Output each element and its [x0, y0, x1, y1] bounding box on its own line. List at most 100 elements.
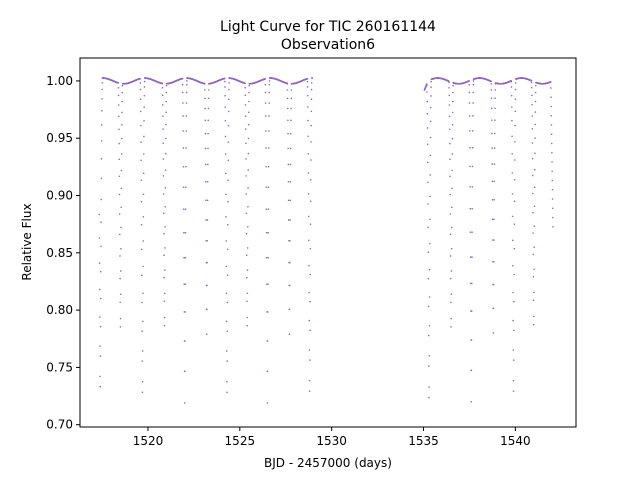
data-point — [451, 169, 453, 172]
data-point — [204, 119, 207, 122]
data-point — [490, 97, 493, 100]
data-point — [205, 333, 208, 335]
data-point — [469, 231, 472, 233]
data-point — [290, 97, 293, 100]
data-point — [448, 86, 450, 89]
data-point — [512, 359, 515, 361]
data-point — [493, 132, 496, 135]
data-point — [451, 111, 454, 114]
data-point — [139, 110, 142, 113]
data-point — [310, 98, 313, 100]
data-point — [511, 135, 513, 138]
data-point — [264, 102, 267, 104]
data-point — [288, 333, 291, 335]
data-point — [227, 200, 229, 203]
y-axis-ticks: 0.70 0.75 0.80 0.85 0.90 0.95 1.00 — [46, 74, 80, 432]
data-point — [531, 128, 534, 130]
data-point — [310, 82, 313, 84]
data-point — [165, 123, 167, 126]
data-point — [427, 277, 430, 280]
data-point — [207, 107, 210, 110]
data-point — [468, 91, 471, 94]
data-point — [184, 256, 187, 259]
data-point — [308, 319, 311, 322]
data-point — [164, 169, 167, 171]
y-tick-label: 0.95 — [46, 131, 73, 145]
data-point — [451, 137, 454, 140]
data-point — [206, 219, 209, 221]
data-point — [117, 104, 120, 106]
data-point — [531, 94, 533, 97]
data-point — [450, 317, 452, 320]
data-point — [551, 170, 553, 173]
data-point — [308, 239, 310, 242]
data-point — [99, 345, 101, 347]
data-point — [165, 100, 168, 103]
data-point — [245, 175, 247, 177]
data-point — [307, 106, 309, 108]
data-point — [265, 208, 268, 210]
data-point — [429, 120, 432, 123]
data-point — [512, 291, 514, 294]
data-point — [118, 175, 121, 178]
data-point — [185, 102, 188, 104]
data-point — [207, 97, 210, 100]
data-point — [469, 165, 471, 168]
data-point — [307, 215, 310, 218]
data-point — [161, 82, 164, 85]
data-point — [490, 80, 492, 83]
data-point — [286, 97, 289, 100]
data-point — [162, 104, 164, 106]
data-point — [430, 95, 432, 97]
y-axis-label: Relative Flux — [20, 203, 34, 280]
data-point — [224, 106, 227, 108]
data-point — [310, 141, 312, 143]
data-point — [264, 91, 267, 94]
data-point — [530, 79, 533, 82]
data-point — [426, 91, 428, 93]
data-point — [290, 89, 293, 91]
data-point — [532, 232, 534, 234]
data-point — [307, 135, 309, 138]
data-point — [141, 350, 144, 352]
data-point — [100, 140, 103, 142]
data-point — [532, 299, 535, 302]
data-point — [306, 77, 309, 80]
data-point — [452, 84, 454, 87]
data-point — [99, 316, 101, 318]
data-point — [183, 231, 185, 234]
data-point — [307, 172, 310, 174]
data-point — [100, 245, 102, 248]
data-point — [532, 211, 534, 214]
data-point — [247, 205, 249, 208]
data-point — [308, 349, 311, 351]
data-point — [450, 301, 452, 304]
data-point — [184, 370, 186, 373]
data-point — [532, 276, 535, 278]
data-point — [429, 242, 431, 245]
data-point — [245, 254, 248, 256]
data-point — [206, 284, 208, 287]
data-point — [142, 292, 144, 295]
data-point — [469, 207, 472, 210]
data-point — [428, 268, 431, 271]
data-point — [550, 105, 552, 108]
data-point — [430, 86, 432, 88]
data-point — [427, 305, 430, 308]
data-point — [226, 330, 229, 332]
data-point — [532, 323, 535, 326]
data-point — [451, 153, 454, 155]
data-point — [513, 223, 516, 225]
data-point — [185, 91, 188, 94]
data-point — [430, 80, 433, 83]
data-point — [100, 158, 103, 160]
data-point — [310, 159, 312, 161]
data-point — [100, 177, 103, 180]
data-point — [184, 340, 186, 342]
data-point — [471, 165, 474, 168]
data-point — [429, 174, 432, 176]
data-point — [245, 142, 247, 145]
data-point — [244, 128, 247, 130]
data-point — [143, 135, 145, 138]
